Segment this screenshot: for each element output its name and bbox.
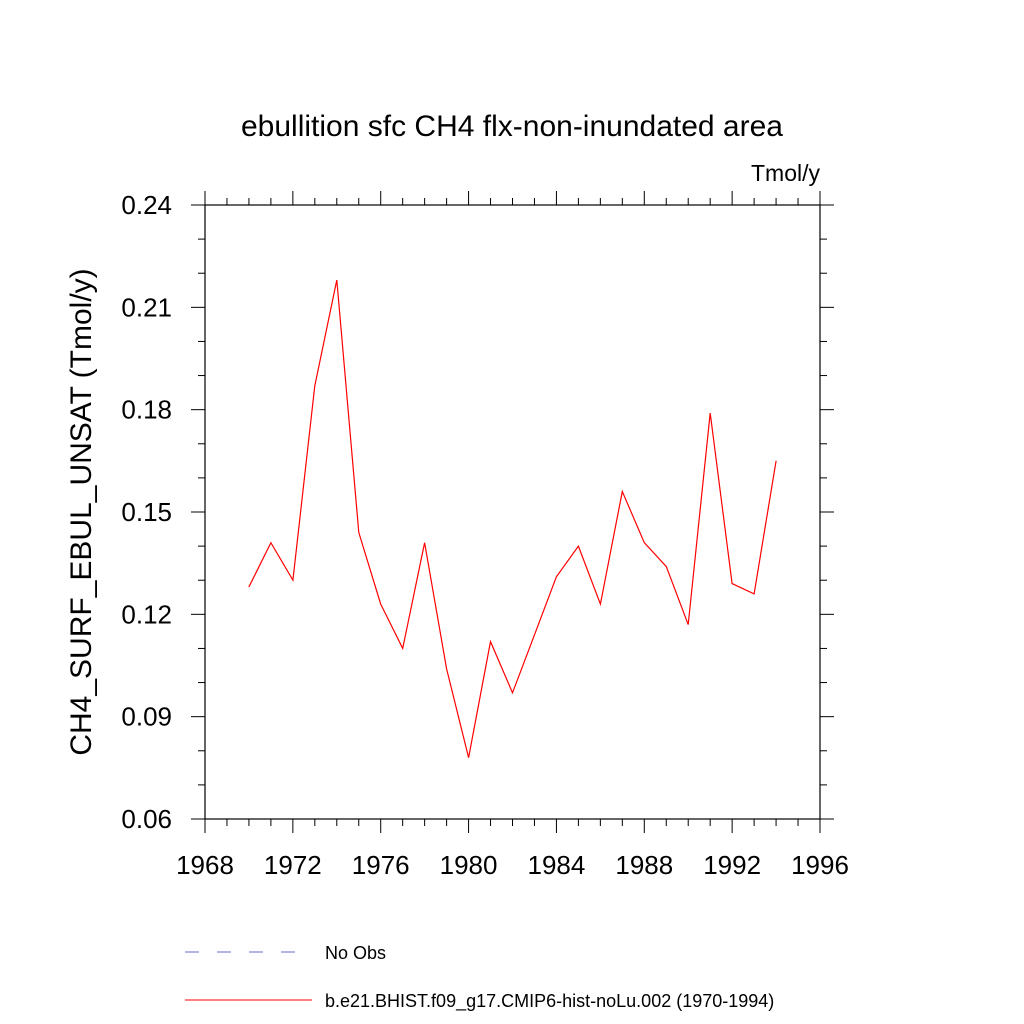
y-tick-label: 0.15: [121, 497, 172, 527]
units-label: Tmol/y: [751, 160, 821, 186]
x-tick-label: 1976: [352, 850, 410, 880]
x-tick-label: 1972: [264, 850, 322, 880]
x-tick-label: 1992: [703, 850, 761, 880]
x-tick-label: 1968: [176, 850, 234, 880]
y-axis-label: CH4_SURF_EBUL_UNSAT (Tmol/y): [65, 268, 98, 755]
x-tick-label: 1980: [440, 850, 498, 880]
plot-series: [248, 279, 777, 758]
plot-frame: [204, 204, 821, 820]
y-tick-label: 0.06: [121, 804, 172, 834]
y-tick-label: 0.21: [121, 292, 172, 322]
y-tick-label: 0.09: [121, 702, 172, 732]
axes: 1968 1972 1976 1980 1984 1988 1992 1996 0.06 0.09…: [121, 190, 849, 880]
x-tick-label: 1984: [528, 850, 586, 880]
y-tick-label: 0.24: [121, 190, 172, 220]
legend-label: No Obs: [325, 943, 386, 963]
y-tick-label: 0.12: [121, 599, 172, 629]
y-tick-label: 0.18: [121, 395, 172, 425]
legend: No Obs b.e21.BHIST.f09_g17.CMIP6-hist-noL…: [185, 943, 774, 1012]
x-tick-label: 1996: [791, 850, 849, 880]
series-line: [248, 279, 777, 758]
legend-label: b.e21.BHIST.f09_g17.CMIP6-hist-noLu.002 …: [325, 991, 774, 1012]
x-tick-label: 1988: [615, 850, 673, 880]
chart-title: ebullition sfc CH4 flx-non-inundated are…: [241, 110, 783, 143]
